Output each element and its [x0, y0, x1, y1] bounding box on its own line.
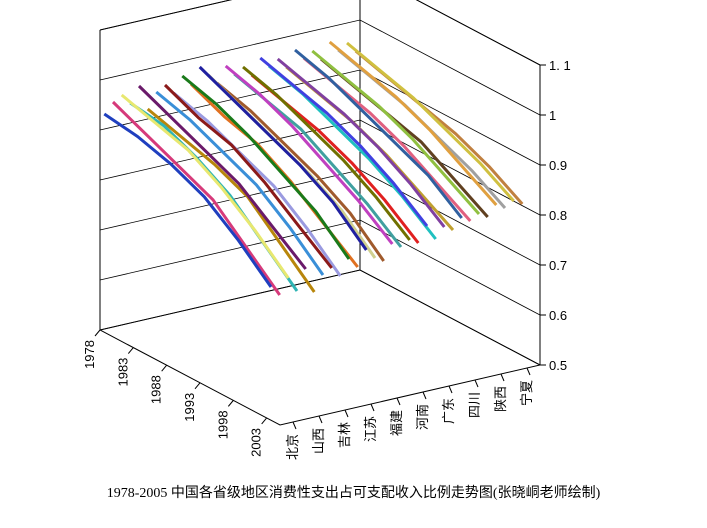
series-line: [216, 81, 385, 262]
series-line: [120, 93, 290, 279]
series-line: [172, 91, 342, 277]
gridline: [99, 219, 541, 316]
category-tick-label: 江苏: [363, 416, 379, 442]
category-tick-label: 山西: [312, 428, 327, 454]
category-tick-label: 福建: [390, 410, 405, 436]
year-tick-label: 1978: [82, 340, 97, 369]
year-tick-label: 1988: [149, 375, 164, 404]
category-tick-mark: [396, 397, 401, 406]
category-tick-mark: [344, 409, 349, 418]
year-tick-label: 1998: [215, 410, 230, 439]
y-tick-label: 0.5: [549, 358, 567, 373]
y-tick-label: 0.8: [549, 208, 567, 223]
category-tick-label: 北京: [286, 434, 301, 460]
series-line: [276, 57, 446, 228]
category-tick-mark: [526, 367, 531, 376]
gridline: [99, 269, 541, 366]
category-tick-label: 陕西: [494, 386, 509, 412]
series-line: [137, 84, 307, 270]
category-tick-mark: [500, 373, 505, 382]
category-tick-mark: [474, 379, 479, 388]
gridline: [99, 119, 541, 216]
category-tick-label: 广东: [442, 398, 457, 424]
series-line: [111, 100, 281, 296]
category-tick-label: 宁夏: [519, 380, 535, 406]
year-tick-mark: [94, 329, 101, 337]
series-line: [311, 49, 481, 215]
series-line: [346, 41, 515, 202]
y-tick-label: 1. 1: [549, 58, 571, 73]
year-tick-mark: [261, 417, 268, 425]
series-line: [224, 64, 394, 245]
chart-frame: [99, 0, 541, 426]
year-tick-mark: [161, 364, 168, 372]
year-tick-mark: [227, 400, 234, 407]
frame-floor-edge: [99, 269, 541, 366]
year-tick-label: 1983: [115, 358, 130, 387]
chart-series: [103, 40, 524, 296]
year-axis-ticks: 1978 1983 1988 1993 1998 2003: [82, 329, 268, 457]
category-tick-mark: [422, 391, 427, 400]
y-axis-ticks: 0.5 0.6 0.7 0.8 0.9 1 1. 1: [540, 58, 571, 373]
y-tick-label: 0.6: [549, 308, 567, 323]
category-tick-mark: [448, 385, 453, 394]
y-tick-label: 1: [549, 108, 556, 123]
y-tick-label: 0.7: [549, 258, 567, 273]
year-tick-label: 1993: [182, 393, 197, 422]
y-tick-label: 0.9: [549, 158, 567, 173]
series-line: [242, 65, 411, 241]
year-tick-label: 2003: [249, 428, 264, 457]
series-line: [155, 90, 325, 276]
gridline: [99, 0, 541, 66]
year-tick-mark: [127, 347, 134, 354]
category-tick-label: 河南: [415, 404, 431, 430]
series-line: [103, 112, 273, 288]
series-line: [328, 40, 498, 206]
series-line: [146, 107, 316, 293]
year-tick-mark: [194, 382, 201, 390]
chart: 0.5 0.6 0.7 0.8 0.9 1 1. 1 1978 1983 1988 1993 199…: [82, 0, 571, 460]
chart-gridlines: [99, 0, 541, 366]
category-axis-ticks: 北京 山西 吉林 江苏 福建 河南 广东 四川 陕西 宁夏: [286, 367, 535, 460]
category-tick-label: 吉林: [338, 422, 353, 448]
category-tick-mark: [292, 421, 297, 430]
category-tick-mark: [370, 403, 375, 412]
series-line: [181, 74, 351, 260]
category-tick-mark: [318, 415, 323, 424]
series-line: [198, 65, 368, 251]
gridline: [99, 69, 541, 166]
series-line: [259, 56, 429, 227]
series-line: [163, 83, 333, 269]
chart-caption: 1978-2005 中国各省级地区消费性支出占可支配收入比例走势图(张晓峒老师绘…: [106, 486, 601, 501]
category-tick-label: 四川: [468, 392, 483, 418]
gridline: [99, 19, 541, 116]
series-line: [294, 48, 463, 219]
frame-top-edge: [99, 0, 541, 66]
